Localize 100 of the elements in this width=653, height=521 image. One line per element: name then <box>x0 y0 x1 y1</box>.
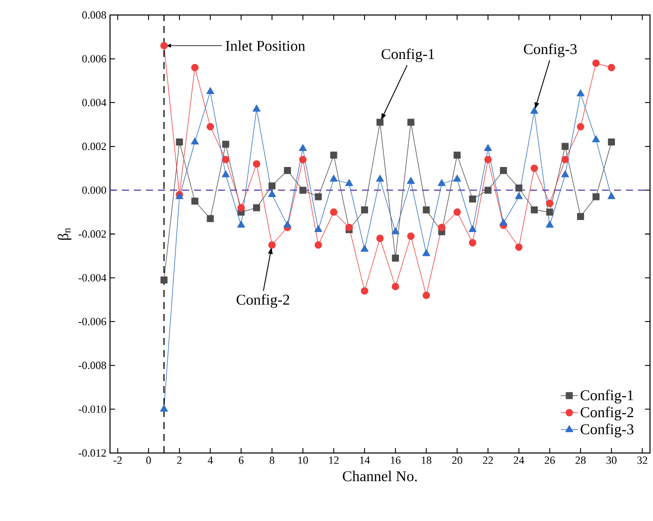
point <box>530 164 538 172</box>
y-tick-label: 0.008 <box>82 11 106 19</box>
point <box>222 170 230 178</box>
point <box>514 192 523 200</box>
point <box>191 64 199 72</box>
y-tick-label: 0.000 <box>82 186 106 194</box>
point <box>484 156 492 164</box>
point <box>314 225 322 232</box>
x-tick-label: 32 <box>637 456 648 464</box>
point <box>562 142 569 150</box>
point <box>407 232 415 240</box>
y-tick-label: -0.008 <box>78 362 106 370</box>
point <box>592 59 600 67</box>
point <box>314 241 322 249</box>
point <box>454 152 461 159</box>
point <box>268 190 276 197</box>
point <box>360 287 368 295</box>
point <box>376 174 384 182</box>
x-tick-label: 2 <box>177 456 182 464</box>
annotation: Config-3 <box>524 43 577 58</box>
point <box>190 138 199 144</box>
x-tick-label: 0 <box>146 456 151 464</box>
x-tick-label: 10 <box>298 456 308 464</box>
point <box>191 198 198 205</box>
x-tick-label: 24 <box>514 456 524 464</box>
point <box>283 220 292 228</box>
point <box>530 206 538 214</box>
x-tick-label: 16 <box>390 456 401 464</box>
point <box>361 206 368 214</box>
x-tick-label: 8 <box>270 456 274 464</box>
point <box>576 89 585 96</box>
point <box>376 234 384 242</box>
point <box>237 204 245 212</box>
annotation: Inlet Position <box>226 40 306 51</box>
point <box>160 276 168 284</box>
point <box>237 220 246 228</box>
y-tick-label: -0.004 <box>78 274 106 282</box>
point <box>252 160 260 168</box>
point <box>330 208 338 216</box>
point <box>206 122 214 130</box>
point <box>438 224 446 232</box>
x-tick-label: 18 <box>422 456 432 464</box>
x-tick-label: 14 <box>360 456 370 464</box>
point <box>515 184 522 192</box>
point <box>206 87 214 94</box>
point <box>391 227 400 234</box>
point <box>376 118 384 126</box>
point <box>160 404 168 412</box>
point <box>422 249 430 256</box>
legend-label: Config-3 <box>580 424 634 438</box>
point <box>499 218 508 226</box>
legend-label: Config-1 <box>580 390 634 404</box>
point <box>468 225 477 232</box>
point <box>299 156 307 164</box>
point <box>407 118 414 126</box>
point <box>546 208 554 216</box>
point <box>576 122 584 130</box>
point <box>345 224 353 232</box>
point <box>422 206 430 214</box>
x-tick-label: 28 <box>576 456 586 464</box>
y-tick-label: 0.004 <box>82 98 106 106</box>
point <box>608 64 616 72</box>
point <box>392 282 400 290</box>
point <box>484 186 492 194</box>
x-tick-label: 26 <box>544 456 555 464</box>
point <box>546 220 554 228</box>
x-tick-label: 22 <box>483 456 493 464</box>
point <box>592 135 600 142</box>
point <box>607 192 616 200</box>
y-tick-label: 0.006 <box>82 55 106 63</box>
point <box>268 241 276 249</box>
point <box>330 152 338 159</box>
y-tick-label: -0.002 <box>78 230 106 238</box>
point <box>592 193 600 200</box>
point <box>608 138 615 146</box>
point <box>176 138 183 146</box>
x-tick-label: 6 <box>238 456 244 464</box>
point <box>284 166 291 174</box>
y-tick-label: -0.006 <box>78 318 106 326</box>
point <box>252 104 261 112</box>
point <box>253 204 260 212</box>
point <box>392 254 399 262</box>
annotation: Config-1 <box>382 48 434 62</box>
point <box>438 179 446 186</box>
x-tick-label: 30 <box>606 456 616 464</box>
legend-label: Config-2 <box>580 406 634 420</box>
annotation: Config-2 <box>236 294 290 308</box>
point <box>406 176 415 184</box>
point <box>484 144 492 151</box>
point <box>222 156 230 164</box>
x-tick-label: 20 <box>452 456 462 464</box>
point <box>500 166 507 174</box>
point <box>314 193 322 200</box>
point <box>546 200 554 208</box>
point <box>561 170 570 178</box>
point <box>160 42 168 50</box>
point <box>298 144 307 151</box>
point <box>453 208 461 216</box>
point <box>422 292 430 300</box>
point <box>577 212 584 220</box>
